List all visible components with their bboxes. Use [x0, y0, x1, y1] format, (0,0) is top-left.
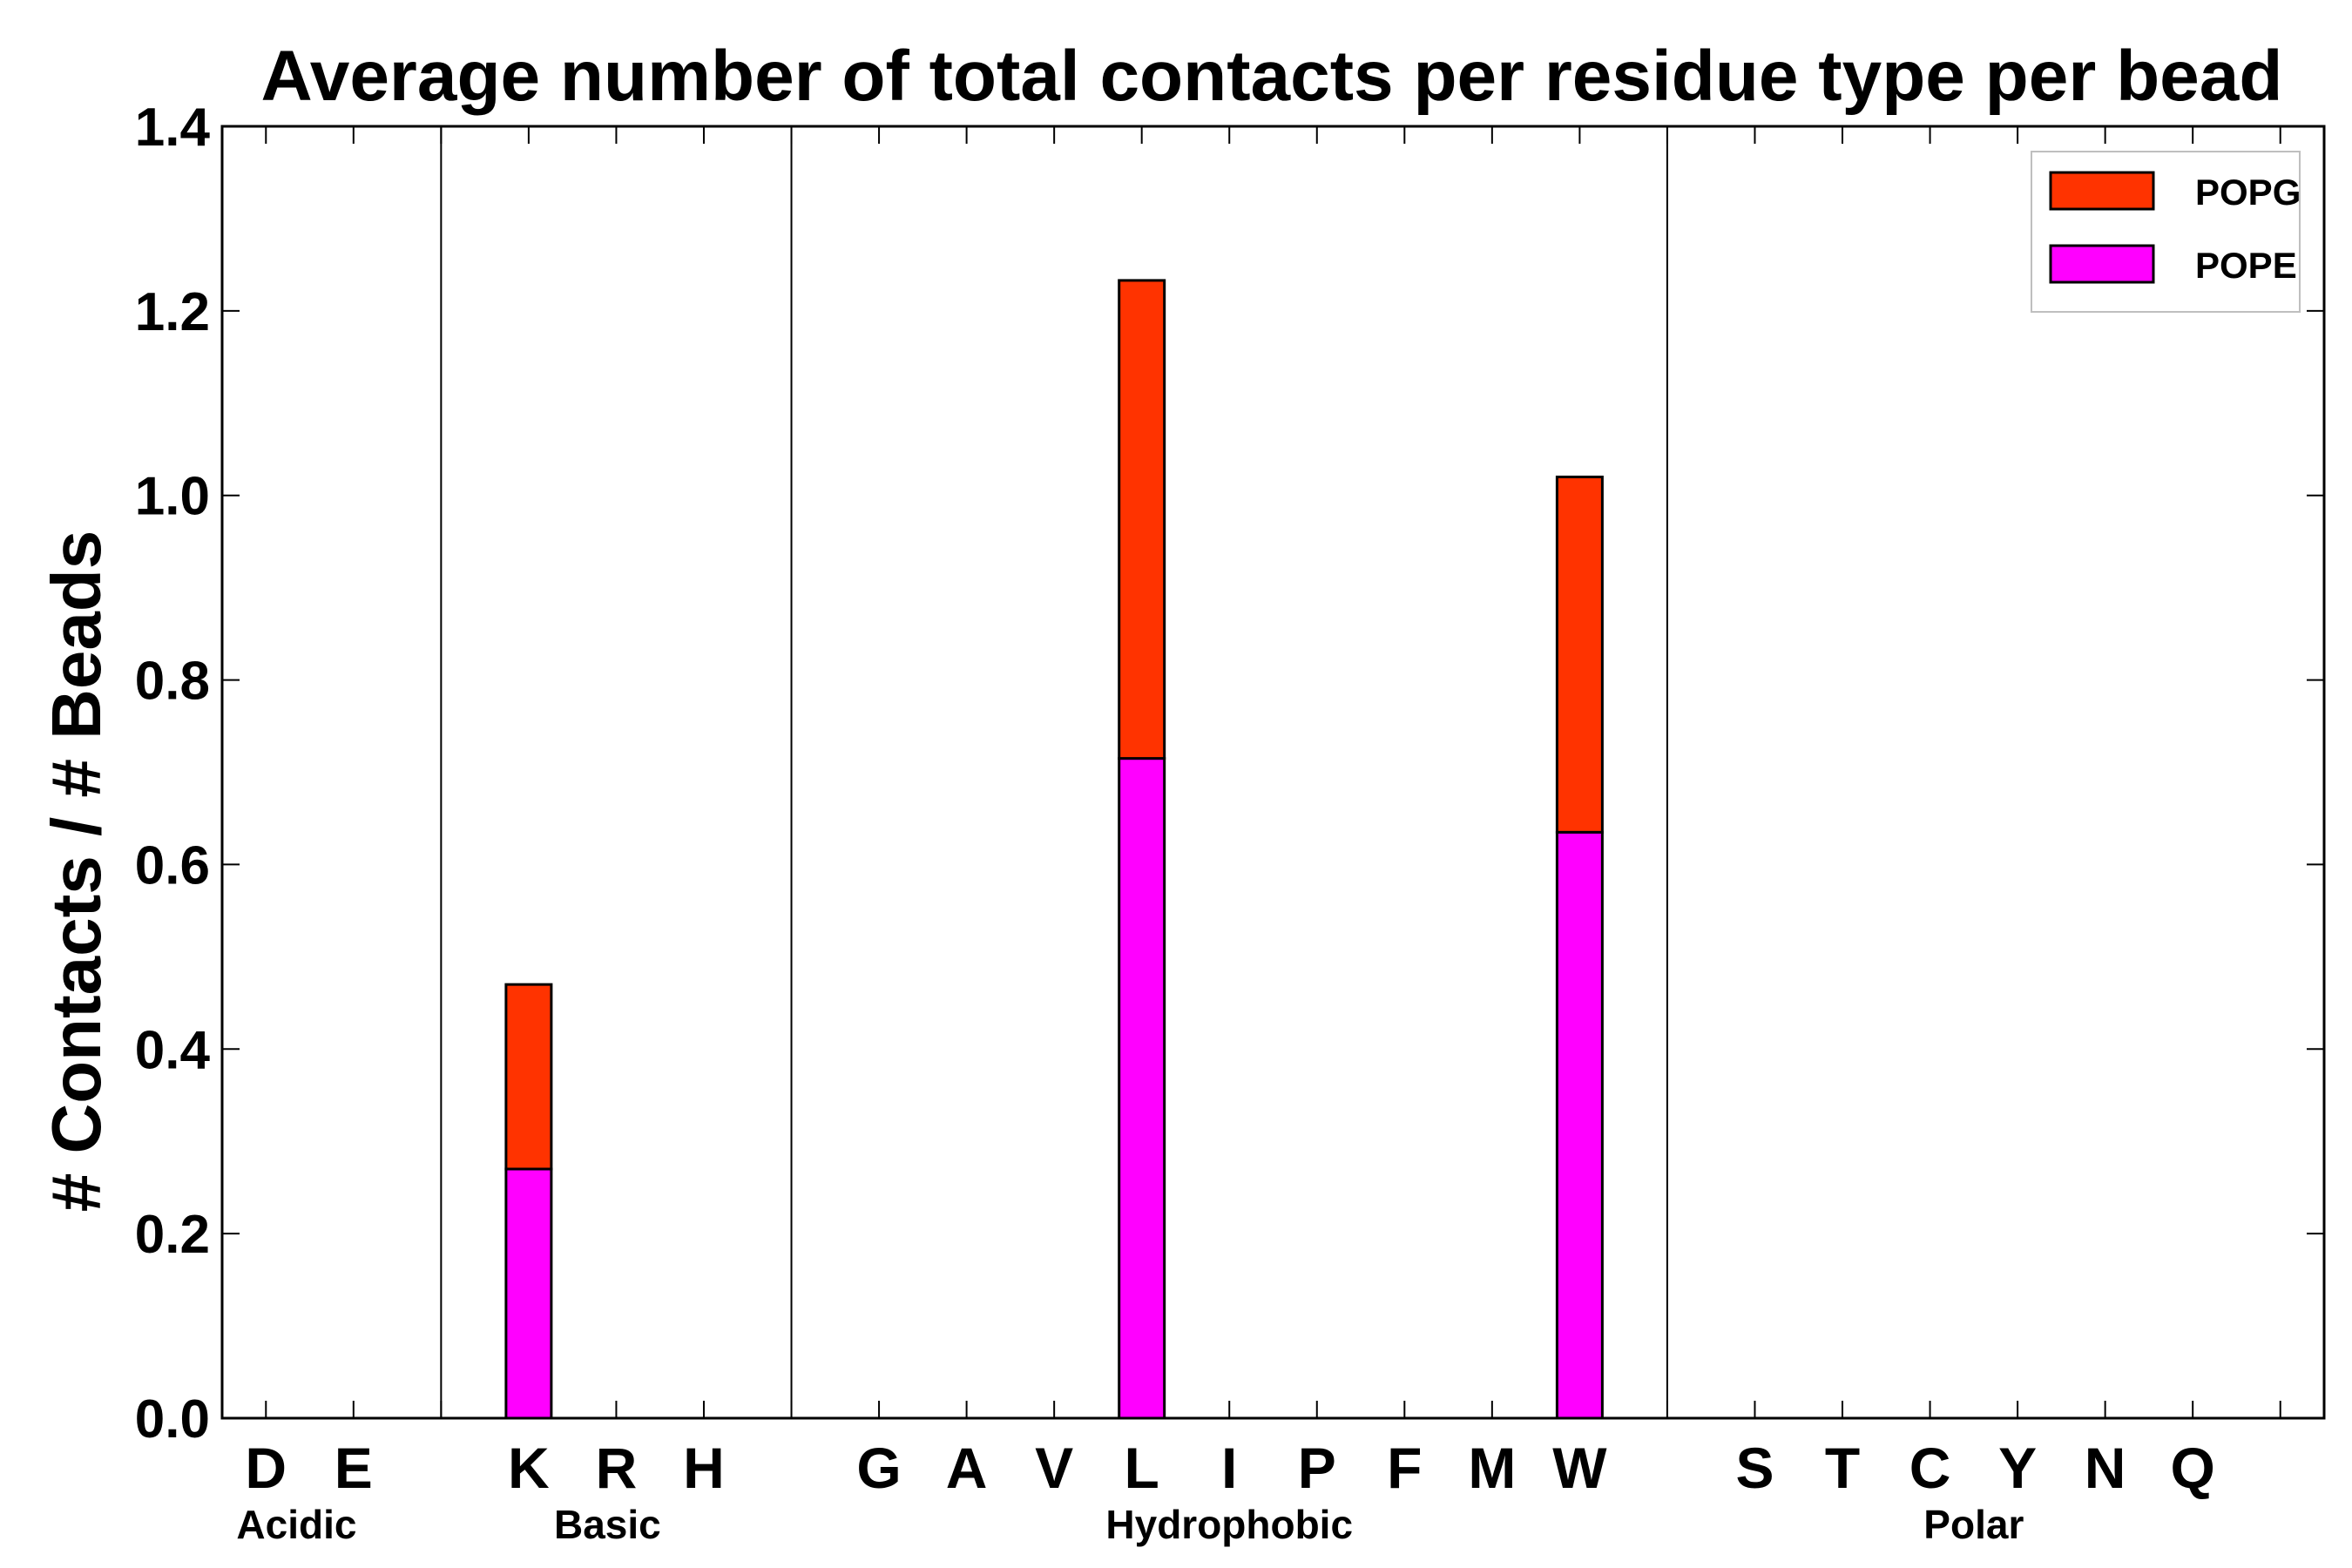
x-tick-label-M: M	[1468, 1436, 1516, 1500]
y-tick-label: 0.4	[135, 1020, 211, 1080]
x-tick-label-P: P	[1298, 1436, 1336, 1500]
plot-area: 0.0 0.2 0.4 0.6 0.8 1.0 1.2 1.4 D E K R H G A V L I P F M W S T…	[135, 98, 2326, 1547]
group-label-hydrophobic: Hydrophobic	[1105, 1502, 1353, 1547]
bar-W-popg	[1555, 476, 1604, 834]
y-tick-label: 1.2	[135, 282, 210, 342]
bar-K-pope	[504, 1167, 553, 1420]
legend-swatch-pope	[2049, 244, 2155, 284]
x-tick-label-N: N	[2085, 1436, 2126, 1500]
legend-swatch-popg	[2049, 171, 2155, 211]
bar-W-pope	[1555, 830, 1604, 1420]
x-tick-label-T: T	[1825, 1436, 1860, 1500]
y-axis-label: # Contacts / # Beads	[37, 531, 115, 1213]
x-tick-label-V: V	[1035, 1436, 1073, 1500]
x-tick-label-G: G	[856, 1436, 901, 1500]
y-tick-label: 0.0	[135, 1389, 210, 1450]
x-tick-label-Y: Y	[1998, 1436, 2037, 1500]
bar-L-pope	[1118, 757, 1166, 1420]
x-tick-label-S: S	[1735, 1436, 1774, 1500]
bar-L-popg	[1118, 279, 1166, 760]
x-tick-label-Q: Q	[2171, 1436, 2215, 1500]
x-tick-label-H: H	[683, 1436, 725, 1500]
x-tick-label-R: R	[596, 1436, 638, 1500]
x-tick-label-I: I	[1221, 1436, 1237, 1500]
legend-label-popg: POPG	[2195, 172, 2301, 213]
x-tick-label-K: K	[508, 1436, 550, 1500]
x-tick-label-L: L	[1125, 1436, 1159, 1500]
bar-K-popg	[504, 983, 553, 1171]
x-tick-label-W: W	[1552, 1436, 1607, 1500]
legend: POPG POPE	[2031, 151, 2301, 313]
group-label-polar: Polar	[1923, 1502, 2024, 1547]
y-tick-label: 0.8	[135, 652, 210, 712]
x-tick-label-F: F	[1387, 1436, 1422, 1500]
y-tick-label: 1.0	[135, 467, 210, 527]
chart-title: Average number of total contacts per res…	[261, 37, 2283, 116]
group-label-basic: Basic	[554, 1502, 661, 1547]
y-tick-label: 0.2	[135, 1205, 210, 1265]
group-label-acidic: Acidic	[236, 1502, 356, 1547]
y-tick-label: 0.6	[135, 835, 210, 896]
x-tick-label-A: A	[946, 1436, 988, 1500]
x-tick-label-C: C	[1909, 1436, 1951, 1500]
x-tick-label-E: E	[335, 1436, 373, 1500]
y-tick-label: 1.4	[135, 98, 211, 158]
legend-label-pope: POPE	[2195, 245, 2297, 286]
x-tick-label-D: D	[245, 1436, 287, 1500]
plot-frame	[220, 125, 2326, 1420]
